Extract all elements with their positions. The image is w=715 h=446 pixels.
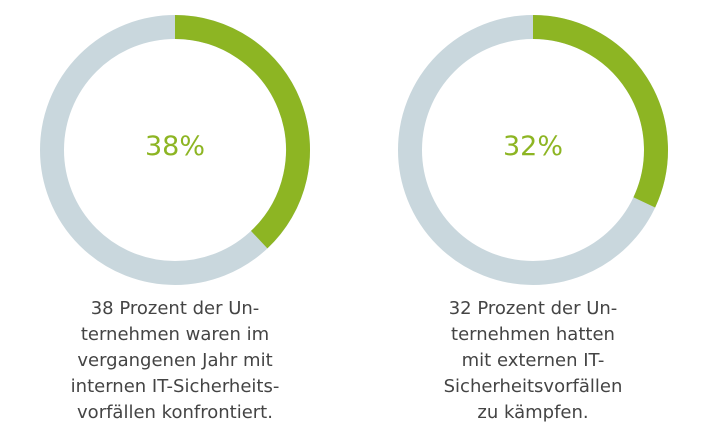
caption-line: mit externen IT- — [461, 350, 605, 371]
caption-line: vorfällen konfrontiert. — [77, 402, 273, 423]
caption-line: ternehmen waren im — [80, 324, 270, 345]
caption-line: ternehmen hatten — [451, 324, 615, 345]
chart-caption: 32 Prozent der Un- ternehmen hatten mit … — [383, 296, 683, 426]
caption-line: 32 Prozent der Un- — [448, 298, 618, 319]
donut-svg — [40, 15, 310, 285]
caption-line: internen IT-Sicherheits- — [70, 376, 280, 397]
donut-chart-external: 32% 32 Prozent der Un- ternehmen hatten … — [383, 0, 683, 446]
caption-line: vergangenen Jahr mit — [77, 350, 273, 371]
donut-svg — [398, 15, 668, 285]
caption-line: Sicherheitsvorfällen — [443, 376, 623, 397]
donut-chart-internal: 38% 38 Prozent der Un- ternehmen waren i… — [25, 0, 325, 446]
donut-slice-highlight — [174, 15, 310, 249]
caption-line: 38 Prozent der Un- — [90, 298, 260, 319]
chart-caption: 38 Prozent der Un- ternehmen waren im ve… — [25, 296, 325, 426]
percentage-data-label: 32% — [502, 131, 563, 162]
caption-line: zu kämpfen. — [477, 402, 589, 423]
donut-slice-highlight — [532, 15, 668, 208]
percentage-data-label: 38% — [144, 131, 205, 162]
